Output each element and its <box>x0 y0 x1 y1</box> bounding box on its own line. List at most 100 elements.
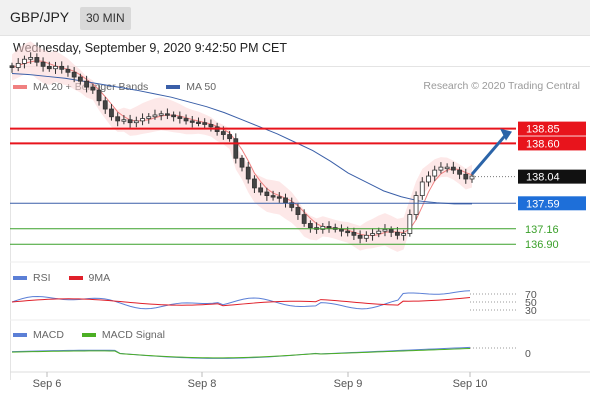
candle-body <box>320 226 326 230</box>
x-tick-label-0: Sep 6 <box>33 378 62 390</box>
candle-body <box>9 65 15 68</box>
ma50-swatch <box>166 85 181 89</box>
candle-body <box>15 62 21 68</box>
candle-body <box>59 65 65 70</box>
ma50-line <box>11 72 472 205</box>
candle-body <box>463 173 469 180</box>
candle-body <box>133 120 139 124</box>
candle-body <box>22 58 27 64</box>
candle-body <box>84 80 89 88</box>
candle-body <box>363 234 369 239</box>
candle-body <box>457 169 462 175</box>
rsi-axis-label-30: 30 <box>525 305 537 317</box>
candle-body <box>301 214 307 224</box>
forecast-arrow-shaft <box>470 133 508 176</box>
rsi-axis-label-50: 50 <box>525 297 537 309</box>
candle-body <box>295 207 301 215</box>
macd-axis-label-0: 0 <box>525 348 531 360</box>
macd-legend: MACD MACD Signal <box>13 329 183 341</box>
candle-body <box>413 195 419 215</box>
level-badge-138.85 <box>518 121 586 136</box>
candle-body <box>109 108 114 118</box>
symbol-label: GBP/JPY <box>10 9 70 25</box>
candle-body <box>450 166 456 171</box>
candle-body <box>376 230 382 234</box>
candle-body <box>419 181 425 196</box>
macd-signal-line <box>11 347 471 359</box>
candle-body <box>165 113 170 116</box>
candle-body <box>196 121 201 124</box>
legend-macd-signal-label: MACD Signal <box>101 329 165 341</box>
legend-item-9ma: 9MA <box>68 272 111 284</box>
candle-body <box>432 169 438 177</box>
candle-body <box>270 195 276 198</box>
rsi-swatch <box>13 276 27 280</box>
candle-body <box>252 178 257 189</box>
candle-body <box>183 118 189 122</box>
forecast-arrow-head <box>500 128 512 141</box>
candle-body <box>71 71 77 78</box>
macd-line <box>11 346 471 359</box>
candle-body <box>53 65 58 70</box>
candle-body <box>208 124 214 128</box>
candle-body <box>227 134 232 140</box>
candle-body <box>34 57 40 63</box>
rsi-legend: RSI 9MA <box>13 272 128 284</box>
candle-body <box>140 118 145 122</box>
timeframe-button[interactable]: 30 MIN <box>80 7 131 30</box>
legend-rsi-label: RSI <box>33 272 51 284</box>
legend-9ma-label: 9MA <box>88 272 111 284</box>
top-bar: GBP/JPY 30 MIN <box>0 0 590 36</box>
candle-body <box>264 191 270 197</box>
candle-body <box>339 228 344 232</box>
candle-body <box>233 138 239 159</box>
timestamp: Wednesday, September 9, 2020 9:42:50 PM … <box>13 41 287 55</box>
candle-body <box>102 100 108 110</box>
candle-body <box>351 231 357 236</box>
candle-body <box>146 116 152 119</box>
macd-swatch <box>13 333 27 337</box>
candle-body <box>171 114 177 118</box>
candle-body <box>189 120 195 123</box>
rsi-9ma-line <box>11 297 471 307</box>
level-label-138.85: 138.85 <box>526 124 560 136</box>
candle-body <box>127 119 133 124</box>
level-label-138.60: 138.60 <box>526 138 560 150</box>
candle-body <box>239 157 245 168</box>
candle-body <box>289 202 295 208</box>
candle-body <box>395 231 400 236</box>
level-badge-137.59 <box>518 196 586 211</box>
x-tick-label-3: Sep 10 <box>453 378 488 390</box>
legend-macd-label: MACD <box>33 329 64 341</box>
candle-body <box>370 233 375 236</box>
candle-body <box>158 113 164 116</box>
candle-body <box>65 68 71 73</box>
level-badge-138.60 <box>518 136 586 151</box>
candle-body <box>77 76 83 82</box>
candle-body <box>40 61 46 67</box>
legend-item-rsi: RSI <box>13 272 51 284</box>
candle-body <box>202 122 208 125</box>
candle-body <box>258 187 264 193</box>
candle-body <box>407 214 413 234</box>
candle-body <box>401 233 407 236</box>
current-price-label: 138.04 <box>526 172 560 184</box>
candle-body <box>357 234 363 239</box>
rsi-line <box>11 290 471 310</box>
candle-body <box>276 196 282 199</box>
candle-body <box>96 89 102 102</box>
candle-body <box>388 228 394 233</box>
x-tick-label-2: Sep 9 <box>334 378 363 390</box>
chart-frame <box>10 66 590 380</box>
rsi-9ma-swatch <box>68 276 83 280</box>
current-price-badge <box>518 169 586 184</box>
level-label-137.16: 137.16 <box>525 224 559 236</box>
legend-item-macd-signal: MACD Signal <box>81 329 165 341</box>
candle-body <box>220 131 226 135</box>
candle-body <box>90 86 96 91</box>
candle-body <box>177 116 183 119</box>
candle-body <box>121 119 127 122</box>
x-tick-label-1: Sep 8 <box>188 378 217 390</box>
legend-item-ma50: MA 50 <box>166 81 216 93</box>
candle-body <box>245 166 251 180</box>
